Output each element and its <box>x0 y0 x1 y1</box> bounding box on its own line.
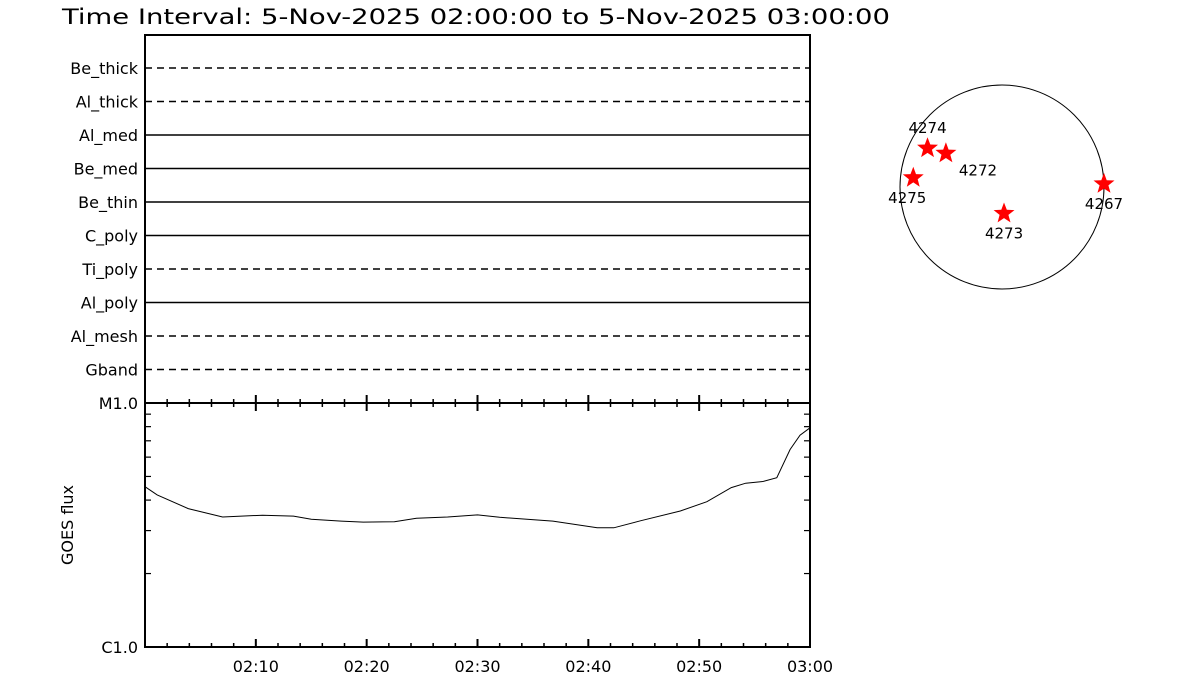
filter-row-label: Be_thick <box>70 59 138 79</box>
active-region-label: 4273 <box>985 225 1023 243</box>
solar-disk-panel: 4274 4272 4275 4273 4267 <box>888 84 1123 290</box>
x-tick-label: 02:10 <box>233 657 279 676</box>
y-tick-label-max: M1.0 <box>99 394 138 413</box>
filter-panel: Be_thick Al_thick Al_med Be_med Be_thin C_pol… <box>70 34 811 404</box>
active-region-label: 4272 <box>959 161 997 179</box>
filter-row-label: Al_thick <box>76 93 139 113</box>
active-region-label: 4275 <box>888 189 926 207</box>
active-region-marker-4275 <box>902 166 924 187</box>
filter-row-label: Al_med <box>79 126 138 146</box>
x-tick-label: 03:00 <box>787 657 833 676</box>
solar-limb <box>899 84 1105 290</box>
active-region-label: 4274 <box>908 119 946 137</box>
goes-panel: 02:10 02:20 02:30 02:40 02:50 03:00 C1.0 M1.0 GO… <box>58 394 833 676</box>
filter-row-label: Be_thin <box>78 193 138 213</box>
goes-panel-frame <box>144 402 811 648</box>
filter-panel-frame <box>144 34 811 404</box>
x-tick-label: 02:40 <box>565 657 611 676</box>
x-tick-label: 02:50 <box>676 657 722 676</box>
filter-row-label: Al_poly <box>81 294 138 314</box>
filter-row-label: Gband <box>85 361 138 380</box>
plot-title: Time Interval: 5-Nov-2025 02:00:00 to 5-… <box>61 5 890 29</box>
goes-flux-line <box>144 427 811 529</box>
active-region-label: 4267 <box>1085 195 1123 213</box>
active-region-marker-4267 <box>1093 172 1115 193</box>
filter-row-label: Be_med <box>74 160 138 180</box>
active-region-marker-4274 <box>917 137 938 158</box>
active-region-marker-4272 <box>935 142 957 163</box>
active-region-marker-4273 <box>993 202 1015 223</box>
y-tick-label-min: C1.0 <box>101 638 138 657</box>
x-tick-label: 02:20 <box>344 657 390 676</box>
filter-row-label: Ti_poly <box>81 260 138 280</box>
x-tick-label: 02:30 <box>454 657 500 676</box>
filter-row-label: Al_mesh <box>71 327 138 347</box>
y-axis-label: GOES flux <box>58 485 77 565</box>
filter-row-label: C_poly <box>85 227 138 247</box>
